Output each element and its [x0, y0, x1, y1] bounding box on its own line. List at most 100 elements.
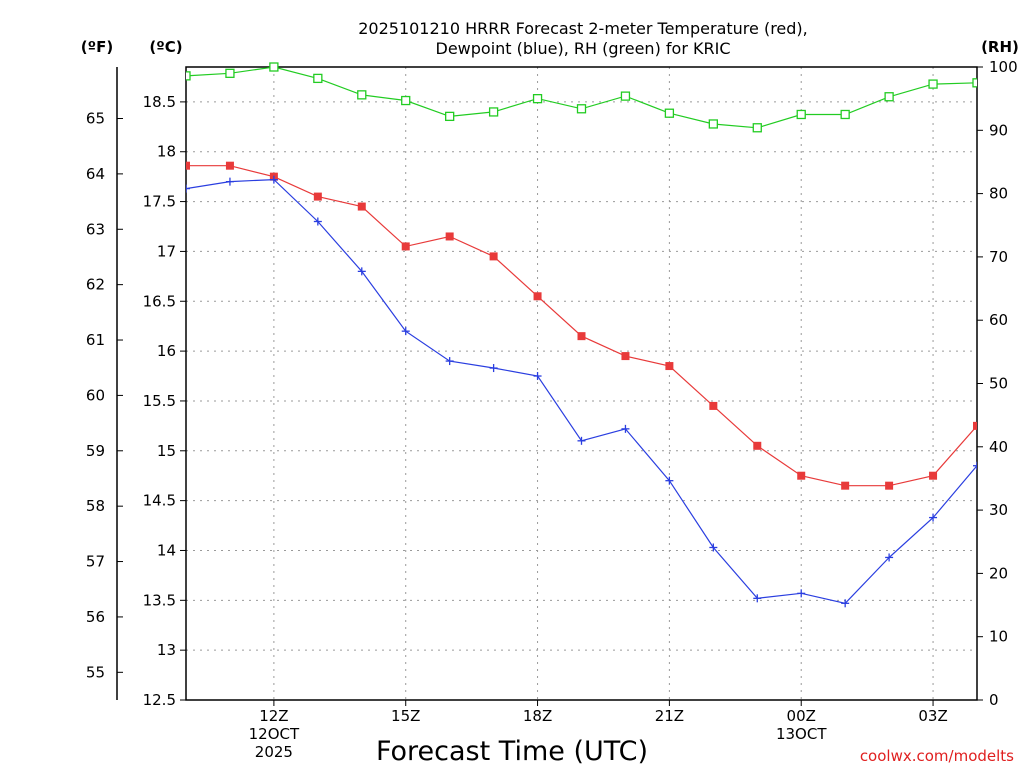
source-credit: coolwx.com/modelts — [860, 747, 1014, 765]
x-tick-label: 12Z — [259, 707, 288, 725]
rh-point — [1017, 79, 1024, 87]
rh-axis-label: (RH) — [981, 38, 1019, 56]
celsius-tick-label: 17 — [157, 242, 176, 260]
celsius-tick-label: 12.5 — [143, 691, 176, 709]
temperature-point — [489, 252, 498, 261]
temperature-point — [797, 471, 806, 480]
dewpoint-point — [973, 461, 977, 470]
dewpoint-point — [797, 589, 806, 598]
rh-point — [576, 104, 587, 114]
rh-point — [620, 91, 631, 101]
temperature-point — [709, 401, 718, 410]
x-tick-label: 21Z — [655, 707, 684, 725]
temperature-point — [665, 362, 674, 371]
celsius-tick-label: 15 — [157, 442, 176, 460]
rh-tick-label: 60 — [989, 311, 1008, 329]
x-tick-label: 00Z — [787, 707, 816, 725]
rh-tick-label: 100 — [989, 58, 1018, 76]
temperature-point — [841, 481, 850, 490]
celsius-tick-label: 15.5 — [143, 392, 176, 410]
celsius-tick-label: 16.5 — [143, 292, 176, 310]
grid-lines — [186, 67, 977, 700]
dewpoint-point — [186, 184, 190, 193]
temperature-point — [357, 202, 366, 211]
rh-tick-label: 0 — [989, 691, 999, 709]
rh-tick-label: 80 — [989, 185, 1008, 203]
rh-point — [445, 111, 455, 122]
rh-point — [488, 107, 499, 117]
chart-title-line-1: 2025101210 HRRR Forecast 2-meter Tempera… — [358, 19, 808, 38]
rh-point — [840, 109, 850, 120]
celsius-tick-label: 18.5 — [143, 93, 176, 111]
rh-point — [532, 94, 543, 104]
x-tick-label: 15Z — [391, 707, 420, 725]
dewpoint-point — [225, 177, 234, 186]
rh-point — [752, 123, 762, 133]
x-axis-title: Forecast Time (UTC) — [376, 736, 648, 767]
temperature-point — [885, 481, 894, 490]
tick-labels: 12.5 13 13.5 14 14.5 15 15.5 16 16.5 17 17.5 18 18.5… — [86, 58, 1018, 761]
dewpoint-point — [621, 424, 630, 433]
temperature-point — [401, 242, 410, 251]
rh-point — [186, 71, 191, 81]
temperature-point — [929, 471, 938, 480]
x-tick-label: 13OCT — [776, 725, 827, 743]
x-tick-label: 18Z — [523, 707, 552, 725]
fahrenheit-tick-label: 62 — [86, 276, 105, 294]
rh-tick-label: 20 — [989, 564, 1008, 582]
fahrenheit-tick-label: 55 — [86, 663, 105, 681]
rh-tick-label: 10 — [989, 628, 1008, 646]
fahrenheit-tick-label: 56 — [86, 608, 105, 626]
rh-point — [972, 78, 977, 88]
rh-point — [928, 79, 938, 89]
rh-point — [357, 90, 367, 100]
rh-point — [796, 109, 806, 120]
temperature-point — [225, 161, 234, 170]
fahrenheit-tick-label: 59 — [86, 442, 105, 460]
dewpoint-point — [577, 436, 586, 445]
rh-tick-label: 70 — [989, 248, 1008, 266]
temperature-point — [445, 232, 454, 241]
rh-point — [225, 68, 235, 78]
celsius-axis-label: (ºC) — [149, 38, 182, 56]
dewpoint-point — [445, 357, 454, 366]
dewpoint-point — [1017, 462, 1024, 470]
dewpoint-point — [357, 267, 366, 276]
temperature-point — [973, 421, 977, 430]
rh-tick-label: 30 — [989, 501, 1008, 519]
rh-tick-label: 90 — [989, 121, 1008, 139]
dewpoint-point — [269, 175, 278, 184]
fahrenheit-tick-label: 61 — [86, 331, 105, 349]
dewpoint-point — [885, 553, 894, 562]
chart-title-line-2: Dewpoint (blue), RH (green) for KRIC — [436, 39, 731, 58]
rh-point — [664, 108, 675, 118]
temperature-point — [621, 352, 630, 361]
plot-frame — [185, 66, 978, 701]
x-tick-label: 12OCT — [249, 725, 300, 743]
temperature-point — [313, 192, 322, 201]
celsius-tick-label: 17.5 — [143, 193, 176, 211]
celsius-tick-label: 18 — [157, 143, 176, 161]
dewpoint-point — [841, 599, 850, 608]
temperature-point — [753, 441, 762, 450]
fahrenheit-tick-label: 63 — [86, 220, 105, 238]
rh-tick-label: 40 — [989, 438, 1008, 456]
dewpoint-point — [533, 372, 542, 381]
celsius-tick-label: 13 — [157, 641, 176, 659]
fahrenheit-axis-label: (ºF) — [81, 38, 113, 56]
temperature-point — [533, 292, 542, 301]
dewpoint-point — [929, 513, 938, 522]
celsius-tick-label: 14 — [157, 541, 176, 559]
dewpoint-point — [665, 476, 674, 485]
data-series — [186, 62, 1024, 608]
dewpoint-point — [401, 327, 410, 336]
celsius-tick-label: 13.5 — [143, 591, 176, 609]
dewpoint-point — [753, 594, 762, 603]
rh-point — [401, 95, 411, 106]
fahrenheit-tick-label: 65 — [86, 110, 105, 128]
celsius-tick-label: 14.5 — [143, 492, 176, 510]
x-tick-label: 03Z — [918, 707, 947, 725]
dewpoint-point — [489, 364, 498, 373]
x-tick-label: 2025 — [255, 743, 293, 761]
